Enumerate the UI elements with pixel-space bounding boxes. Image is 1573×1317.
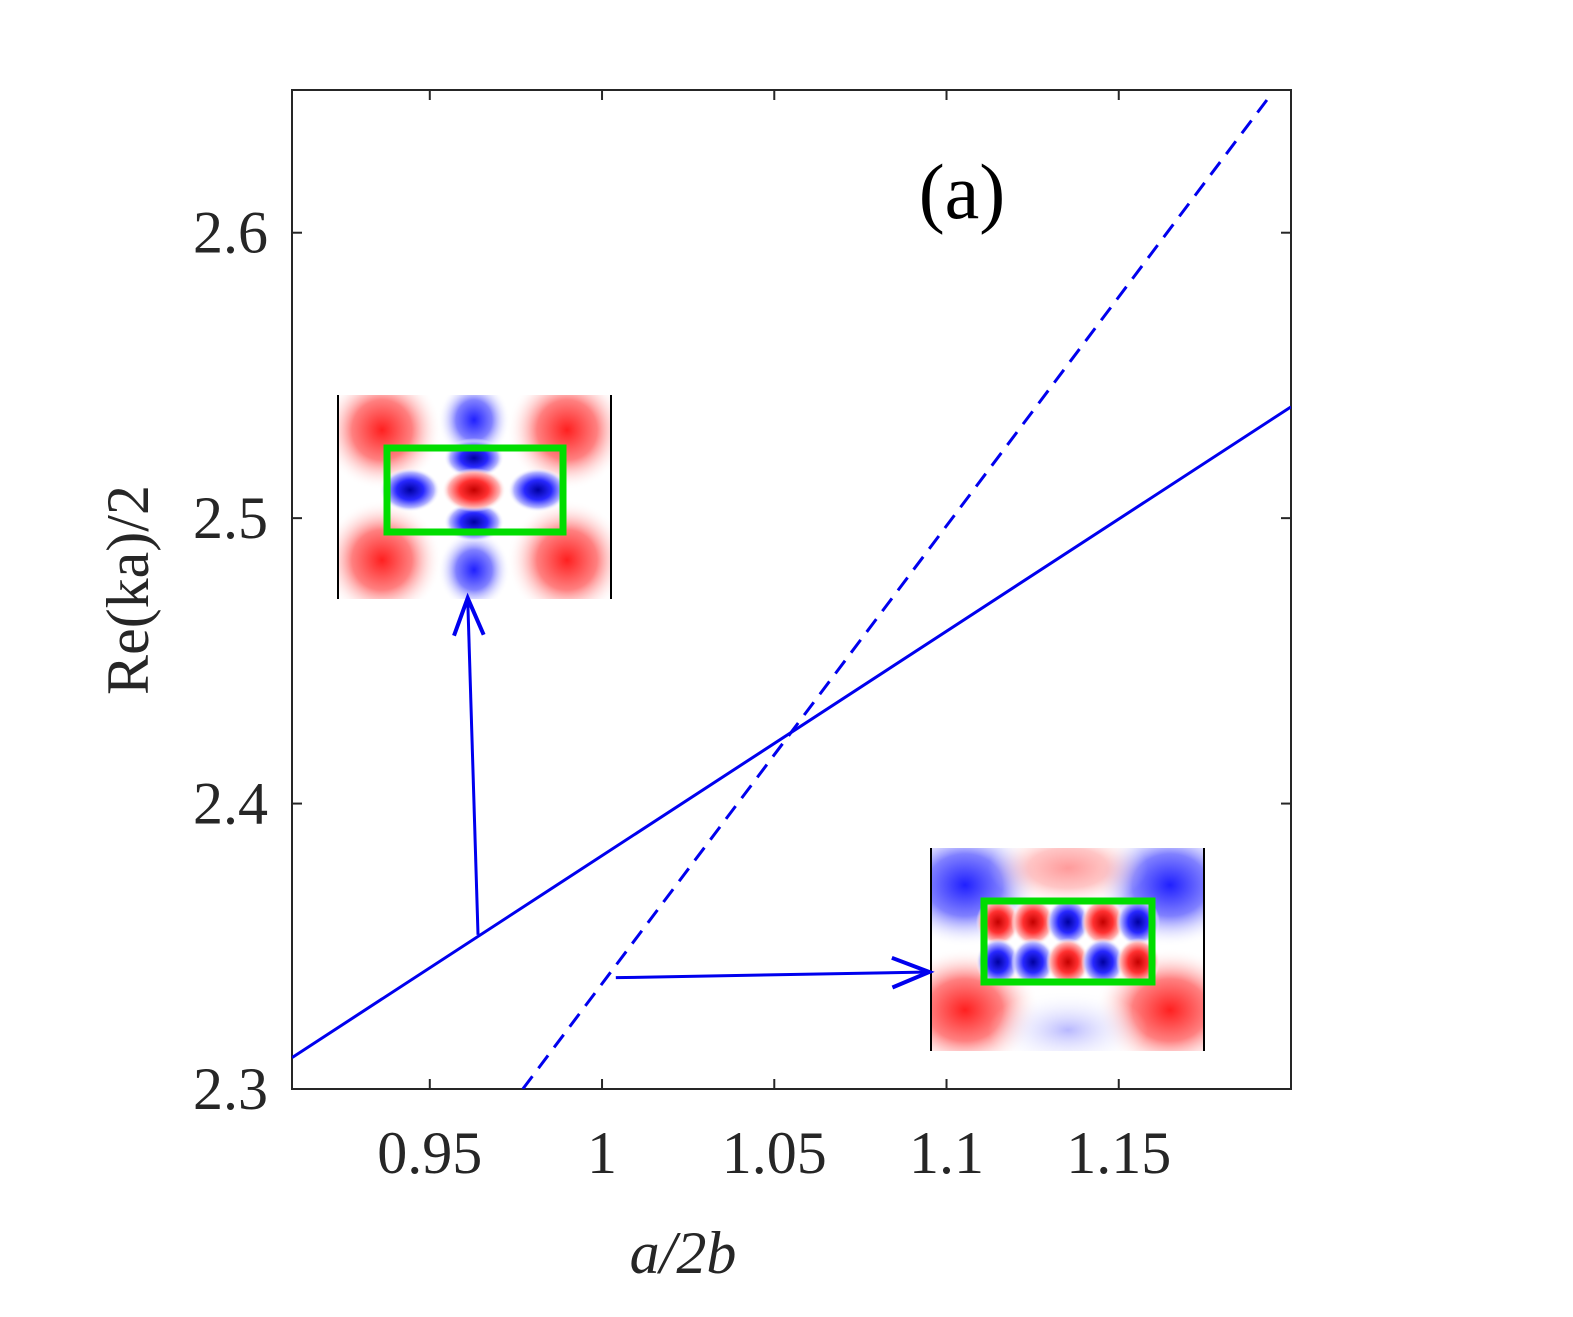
panel-label: (a) [919, 148, 1006, 235]
x-tick-label-0: 0.95 [377, 1120, 482, 1186]
x-tick-label-4: 1.15 [1066, 1120, 1171, 1186]
arrow-to-upper-pattern [452, 592, 486, 935]
x-tick-label-1: 1 [587, 1120, 617, 1186]
y-tick-label-2: 2.5 [193, 485, 268, 551]
mode-pattern-upper [337, 395, 612, 599]
x-tick-label-2: 1.05 [722, 1120, 827, 1186]
arrow-to-lower-pattern [615, 955, 935, 990]
x-tick-label-3: 1.1 [909, 1120, 984, 1186]
y-tick-label-1: 2.4 [193, 771, 268, 837]
x-tick-labels: 0.95 1 1.05 1.1 1.15 [377, 1120, 1171, 1186]
mode-frame-upper [383, 444, 567, 536]
y-axis-title: Re(ka)/2 [95, 485, 161, 695]
y-tick-label-0: 2.3 [193, 1056, 268, 1122]
y-tick-label-3: 2.6 [193, 200, 268, 266]
mode-frame-lower [980, 897, 1156, 986]
y-tick-labels: 2.3 2.4 2.5 2.6 [193, 200, 268, 1122]
axis-ticks [292, 90, 1291, 1090]
x-axis-title: a/2b [630, 1220, 737, 1286]
mode-pattern-lower [930, 848, 1205, 1051]
